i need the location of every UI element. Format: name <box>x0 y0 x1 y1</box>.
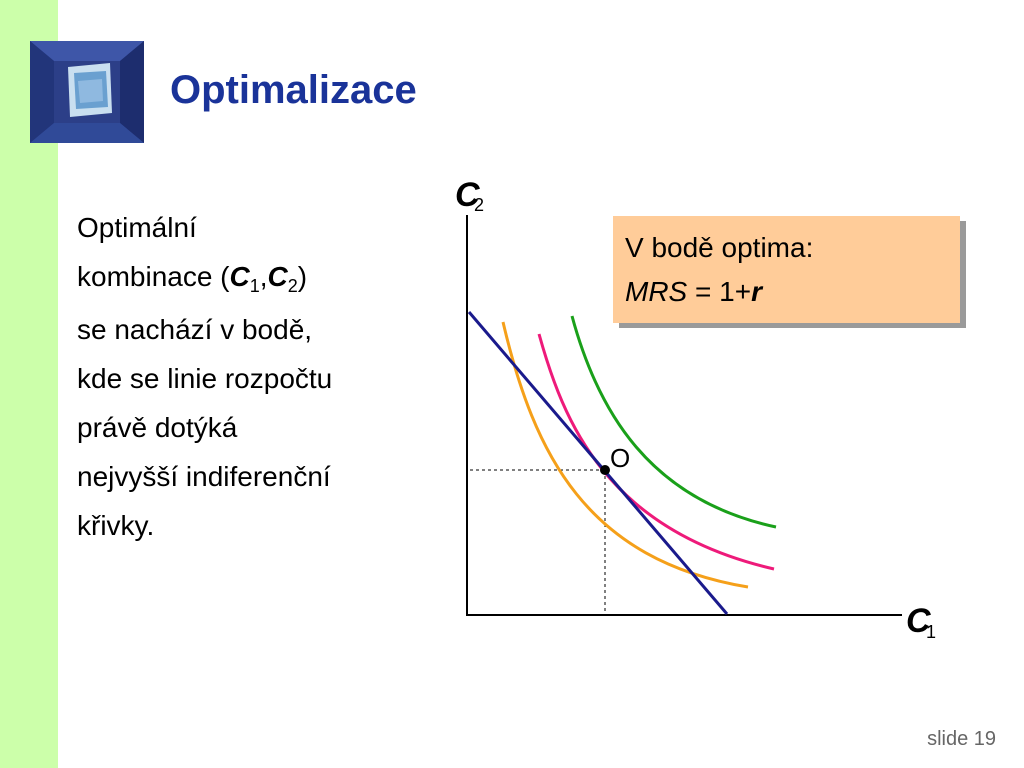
y-axis-subscript: 2 <box>474 195 484 215</box>
c-letter: C <box>267 261 288 292</box>
indifference-curve-low <box>501 321 749 589</box>
optimum-point <box>600 465 610 475</box>
mrs-text: MRS <box>625 276 688 307</box>
x-axis-letter: C <box>906 602 931 640</box>
comma: , <box>259 261 268 292</box>
callout-box: V bodě optima: MRS = 1+r <box>613 216 960 323</box>
budget-line <box>467 311 729 615</box>
y-axis-letter: C <box>455 176 480 214</box>
indifference-curve-high <box>570 315 777 529</box>
body-line-5: právě dotýká <box>77 412 238 443</box>
c-letter: C <box>229 261 250 292</box>
optimum-label: O <box>610 443 630 473</box>
r-text: r <box>751 276 762 307</box>
body-line-4: kde se linie rozpočtu <box>77 363 333 394</box>
x-axis-subscript: 1 <box>926 622 936 642</box>
body-line-2: kombinace (C1,C2) <box>77 252 417 305</box>
slide-title: Optimalizace <box>170 68 417 112</box>
body-text: Optimální kombinace (C1,C2) se nachází v… <box>77 203 417 550</box>
body-line-6: nejvyšší indiferenční <box>77 461 331 492</box>
close-paren: ) <box>297 261 308 292</box>
body-line-3: se nachází v bodě, <box>77 314 313 345</box>
subscript-1: 1 <box>249 276 260 296</box>
equals-text: = 1+ <box>687 276 752 307</box>
slide-number: slide 19 <box>927 728 996 750</box>
subscript-2: 2 <box>287 276 298 296</box>
body-line-2-text: kombinace ( <box>77 261 230 292</box>
body-line-1: Optimální <box>77 212 197 243</box>
body-line-7: křivky. <box>77 510 155 541</box>
callout-line-1: V bodě optima: <box>625 232 814 263</box>
logo-image <box>30 41 144 143</box>
callout-line-2: MRS = 1+r <box>625 270 960 314</box>
